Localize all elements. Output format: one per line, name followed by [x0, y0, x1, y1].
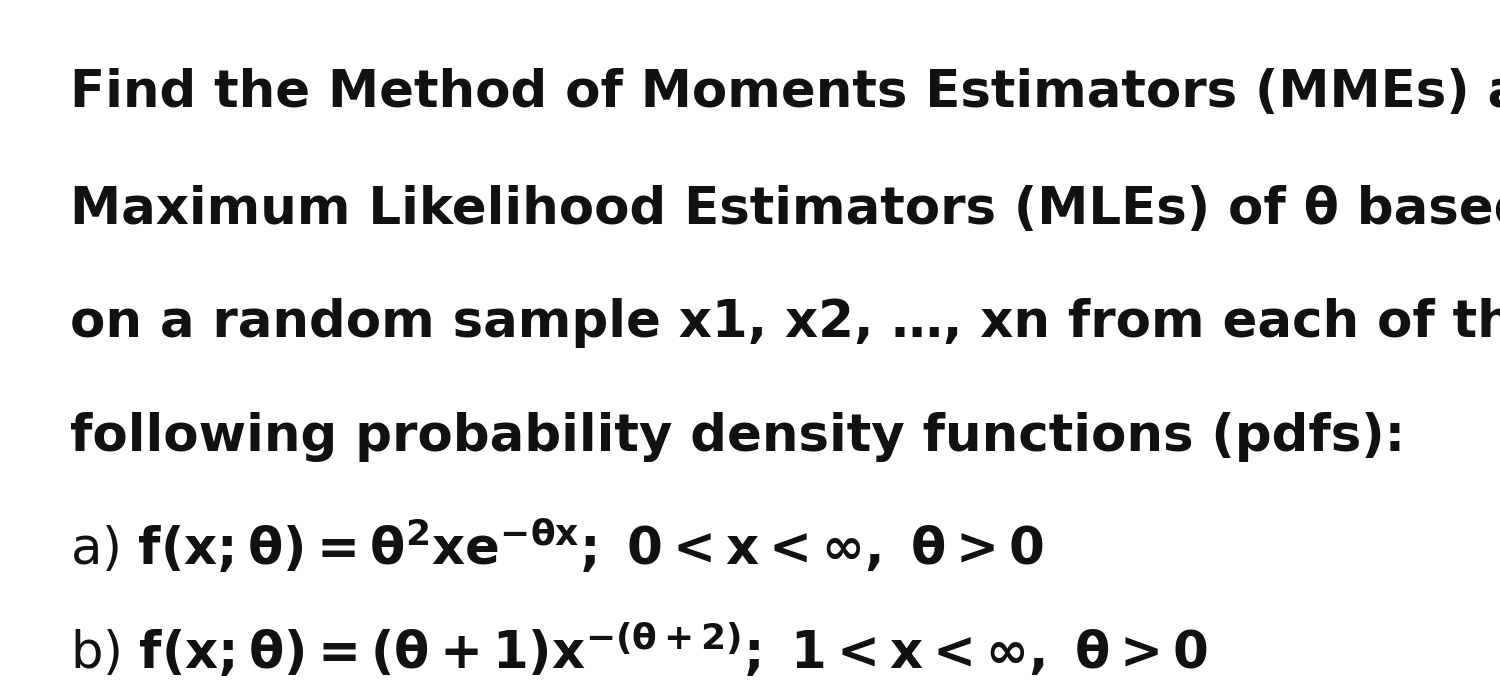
Text: following probability density functions (pdfs):: following probability density functions …: [70, 412, 1406, 462]
Text: b) $\mathbf{f(x;\theta) = (\theta + 1)x^{-(\theta + 2)}; \ 1 < x < \infty, \ \th: b) $\mathbf{f(x;\theta) = (\theta + 1)x^…: [70, 621, 1209, 680]
Text: Find the Method of Moments Estimators (MMEs) and: Find the Method of Moments Estimators (M…: [70, 68, 1500, 118]
Text: on a random sample x1, x2, …, xn from each of the: on a random sample x1, x2, …, xn from ea…: [70, 299, 1500, 348]
Text: a) $\mathbf{f(x;\theta) = \theta^2xe^{-\theta x}; \ 0 < x < \infty, \ \theta > 0: a) $\mathbf{f(x;\theta) = \theta^2xe^{-\…: [70, 517, 1046, 577]
Text: Maximum Likelihood Estimators (MLEs) of θ based: Maximum Likelihood Estimators (MLEs) of …: [70, 185, 1500, 235]
